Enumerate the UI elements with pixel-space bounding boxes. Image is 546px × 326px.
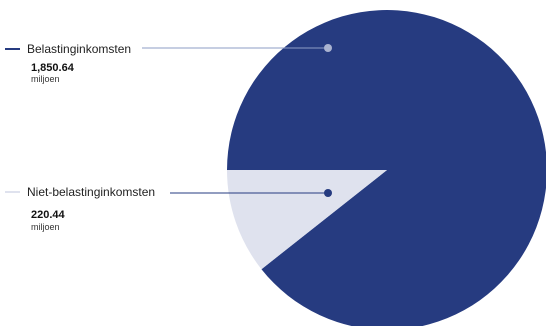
pie-slice-belastinginkomsten[interactable] [227,10,546,326]
legend-unit: miljoen [31,74,60,84]
leader-dot [324,189,332,197]
pie-slices [227,10,546,326]
legend-label: Belastinginkomsten [27,42,131,56]
legend-entry-niet-belastinginkomsten[interactable]: Niet-belastinginkomsten 220.44 miljoen [5,185,332,232]
leader-dot [324,44,332,52]
legend-label: Niet-belastinginkomsten [27,185,155,199]
legend-entry-belastinginkomsten[interactable]: Belastinginkomsten 1,850.64 miljoen [5,42,332,84]
legend-unit: miljoen [31,222,60,232]
legend-value: 1,850.64 [31,62,75,74]
pie-slice-niet-belastinginkomsten[interactable] [227,170,387,270]
legend-value: 220.44 [31,209,66,221]
